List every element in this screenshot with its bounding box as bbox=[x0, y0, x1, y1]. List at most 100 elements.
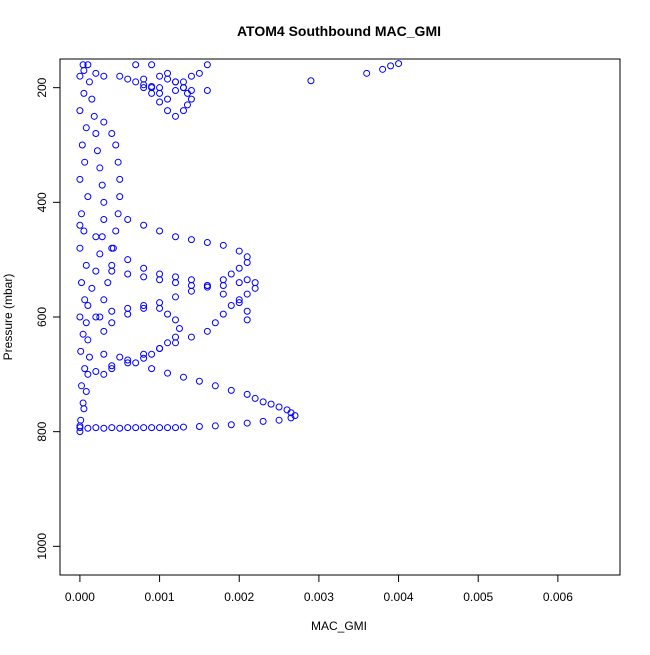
data-point bbox=[267, 400, 275, 408]
data-point bbox=[140, 350, 148, 358]
data-point bbox=[84, 302, 92, 310]
data-point bbox=[96, 164, 104, 172]
data-point bbox=[275, 416, 283, 424]
data-point bbox=[148, 424, 156, 432]
data-point bbox=[219, 290, 227, 298]
series-5 bbox=[96, 118, 124, 321]
data-point bbox=[132, 359, 140, 367]
data-point bbox=[211, 319, 219, 327]
data-point bbox=[140, 354, 148, 362]
data-point bbox=[251, 279, 259, 287]
data-point bbox=[275, 403, 283, 411]
series-10 bbox=[92, 267, 259, 375]
data-point bbox=[108, 365, 116, 373]
data-point bbox=[140, 84, 148, 92]
data-point bbox=[395, 60, 403, 68]
data-point bbox=[164, 75, 172, 83]
data-point bbox=[96, 313, 104, 321]
data-point bbox=[116, 175, 124, 183]
data-point bbox=[187, 281, 195, 289]
data-point bbox=[116, 72, 124, 80]
data-point bbox=[203, 238, 211, 246]
data-point bbox=[251, 394, 259, 402]
x-tick-label: 0.001 bbox=[145, 590, 175, 604]
data-point bbox=[387, 62, 395, 70]
data-point bbox=[100, 350, 108, 358]
data-point bbox=[211, 422, 219, 430]
x-tick-label: 0.004 bbox=[384, 590, 414, 604]
series-4 bbox=[307, 60, 403, 85]
data-point bbox=[179, 84, 187, 92]
data-point bbox=[172, 112, 180, 120]
data-point bbox=[227, 270, 235, 278]
data-point bbox=[114, 210, 122, 218]
data-point bbox=[164, 310, 172, 318]
series-7 bbox=[80, 66, 164, 92]
data-point bbox=[172, 333, 180, 341]
data-point bbox=[148, 365, 156, 373]
data-point bbox=[124, 356, 132, 364]
data-point bbox=[77, 347, 85, 355]
data-points bbox=[76, 60, 403, 436]
data-point bbox=[172, 87, 180, 95]
series-14 bbox=[76, 424, 180, 432]
data-point bbox=[187, 333, 195, 341]
data-point bbox=[108, 319, 116, 327]
data-point bbox=[227, 386, 235, 394]
data-point bbox=[100, 72, 108, 80]
data-point bbox=[164, 95, 172, 103]
data-point bbox=[140, 264, 148, 272]
data-point bbox=[203, 327, 211, 335]
data-point bbox=[219, 310, 227, 318]
data-point bbox=[78, 141, 86, 149]
data-point bbox=[124, 75, 132, 83]
data-point bbox=[80, 405, 88, 413]
data-point bbox=[187, 95, 195, 103]
data-point bbox=[116, 353, 124, 361]
data-point bbox=[76, 424, 84, 432]
data-point bbox=[108, 362, 116, 370]
data-point bbox=[179, 373, 187, 381]
data-point bbox=[114, 158, 122, 166]
data-point bbox=[243, 253, 251, 261]
data-point bbox=[77, 416, 85, 424]
data-point bbox=[235, 264, 243, 272]
x-tick-label: 0.005 bbox=[463, 590, 493, 604]
data-point bbox=[108, 267, 116, 275]
data-point bbox=[219, 281, 227, 289]
x-tick-label: 0.002 bbox=[224, 590, 254, 604]
data-point bbox=[203, 87, 211, 95]
data-point bbox=[88, 284, 96, 292]
y-tick-label: 400 bbox=[35, 192, 49, 212]
series-13 bbox=[76, 221, 251, 324]
x-axis: 0.000 0.001 0.002 0.003 0.004 0.005 0.006 bbox=[65, 574, 573, 604]
data-point bbox=[80, 227, 88, 235]
y-axis-label: Pressure (mbar) bbox=[1, 274, 15, 361]
data-point bbox=[156, 72, 164, 80]
data-point bbox=[187, 287, 195, 295]
data-point bbox=[104, 279, 112, 287]
data-point bbox=[179, 78, 187, 86]
data-point bbox=[172, 424, 180, 432]
data-point bbox=[76, 72, 84, 80]
data-point bbox=[98, 181, 106, 189]
data-point bbox=[92, 267, 100, 275]
data-point bbox=[164, 107, 172, 115]
data-point bbox=[172, 233, 180, 241]
data-point bbox=[84, 370, 92, 378]
data-point bbox=[156, 98, 164, 106]
data-point bbox=[243, 419, 251, 427]
data-point bbox=[76, 175, 84, 183]
data-point bbox=[164, 424, 172, 432]
data-point bbox=[140, 304, 148, 312]
data-point bbox=[140, 75, 148, 83]
series-3 bbox=[148, 61, 211, 95]
data-point bbox=[203, 281, 211, 289]
data-point bbox=[164, 369, 172, 377]
data-point bbox=[100, 327, 108, 335]
data-point bbox=[156, 345, 164, 353]
data-point bbox=[140, 81, 148, 89]
data-point bbox=[108, 307, 116, 315]
data-point bbox=[100, 296, 108, 304]
data-point bbox=[92, 313, 100, 321]
